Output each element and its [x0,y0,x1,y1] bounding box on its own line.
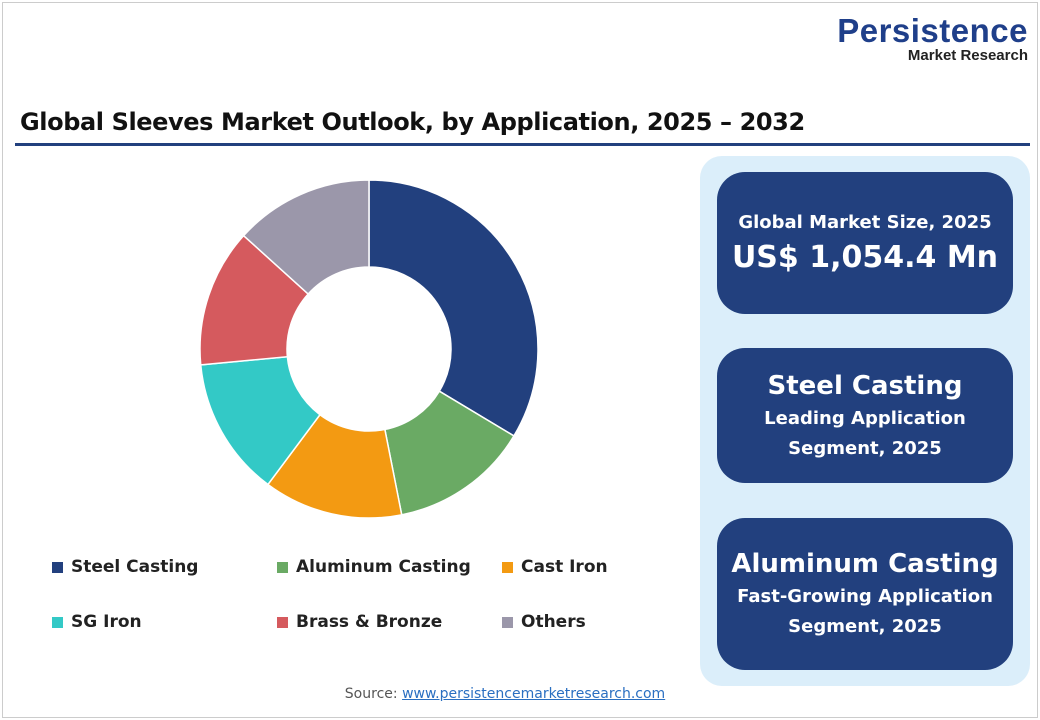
card-label: Global Market Size, 2025 [738,212,992,233]
legend-label: Brass & Bronze [296,612,443,632]
slice-steel-casting [368,179,539,437]
legend-item: Steel Casting [52,556,277,578]
source: Source: www.persistencemarketresearch.co… [0,686,1010,702]
legend-swatch [502,616,513,628]
slice-others [242,179,370,296]
legend-label: Cast Iron [521,557,608,577]
card-value: US$ 1,054.4 Mn [731,240,999,275]
legend-swatch [52,561,63,573]
legend-swatch [277,616,288,628]
legend-swatch [277,561,288,573]
card-line: Fast-Growing Application [737,586,993,607]
legend-item: SG Iron [52,611,277,633]
card-line: Leading Application [764,407,966,429]
legend-item: Others [502,611,672,633]
legend-item: Cast Iron [502,556,672,578]
card-line: Segment, 2025 [788,616,942,637]
logo-line2: Market Research [907,47,1028,64]
source-link[interactable]: www.persistencemarketresearch.com [402,686,666,702]
legend: Steel Casting Aluminum Casting Cast Iron SG… [52,556,672,633]
title-divider [15,143,1030,146]
card-title: Aluminum Casting [731,549,999,579]
logo-line1: Persistence [837,12,1028,49]
legend-label: SG Iron [71,612,142,632]
market-size-card: Global Market Size, 2025 US$ 1,054.4 Mn [717,172,1013,314]
legend-swatch [502,561,513,573]
card-title: Steel Casting [767,370,963,401]
legend-label: Aluminum Casting [296,557,471,577]
legend-item: Brass & Bronze [277,611,502,633]
legend-label: Others [521,612,586,632]
legend-item: Aluminum Casting [277,556,502,578]
source-label: Source: [344,686,398,702]
chart-title: Global Sleeves Market Outlook, by Applic… [20,108,805,136]
leading-segment-card: Steel Casting Leading Application Segmen… [717,348,1013,483]
logo: Persistence Market Research [837,14,1028,64]
card-line: Segment, 2025 [788,437,942,459]
legend-swatch [52,616,63,628]
fast-growing-card: Aluminum Casting Fast-Growing Applicatio… [717,518,1013,670]
legend-label: Steel Casting [71,557,199,577]
donut-chart [199,179,539,519]
